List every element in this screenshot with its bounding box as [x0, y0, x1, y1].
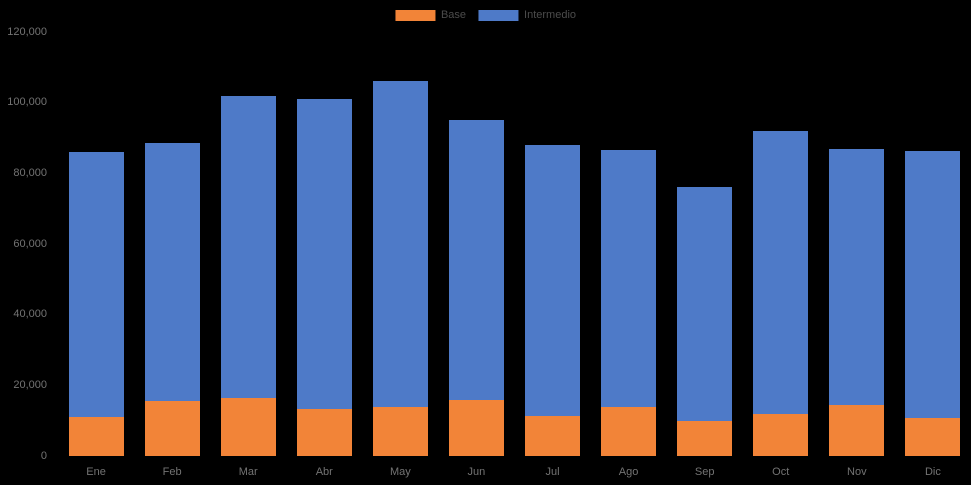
bar-segment-base	[220, 398, 276, 456]
plot-area	[58, 32, 971, 456]
bar-segment-base	[448, 400, 504, 456]
x-tick-label: Abr	[315, 466, 333, 478]
bar-slot	[895, 32, 971, 456]
x-axis: Ene Feb Mar Abr May Jun Jul Ago Sep Oct Nov Dic	[58, 466, 971, 479]
bar-slot	[819, 32, 895, 456]
bar-segment-base	[829, 404, 885, 456]
bar-slot	[286, 32, 362, 456]
x-tick-label: May	[389, 466, 411, 478]
x-tick-label: Feb	[162, 466, 182, 478]
x-tick-label: Nov	[847, 466, 867, 478]
y-tick-label: 40,000	[13, 308, 47, 321]
bar-slot	[743, 32, 819, 456]
legend-swatch-base	[394, 10, 435, 21]
bar-feb	[144, 143, 200, 456]
bar-segment-intermedio	[296, 99, 352, 410]
bar-slot	[667, 32, 743, 456]
bar-nov	[829, 148, 885, 456]
x-tick-label: Sep	[694, 466, 715, 478]
bar-mar	[220, 95, 276, 456]
bar-segment-base	[372, 407, 428, 456]
bar-segment-intermedio	[753, 130, 809, 414]
bar-slot	[514, 32, 590, 456]
bar-slot	[210, 32, 286, 456]
bar-jul	[525, 145, 580, 456]
y-tick-label: 120,000	[7, 25, 47, 38]
bar-segment-base	[905, 417, 961, 456]
x-tick-label: Ene	[86, 466, 106, 478]
bar-segment-intermedio	[677, 187, 733, 422]
x-tick-label: Dic	[924, 466, 941, 478]
bar-segment-base	[601, 406, 657, 456]
legend-label-base: Base	[440, 9, 467, 21]
bar-slot	[591, 32, 667, 456]
legend-item-intermedio: Intermedio	[478, 9, 576, 22]
bar-segment-base	[296, 409, 352, 456]
bar-slot	[134, 32, 210, 456]
bar-may	[372, 81, 428, 456]
x-tick-label: Ago	[618, 466, 639, 478]
y-tick-label: 20,000	[13, 378, 47, 391]
bar-segment-base	[144, 400, 200, 456]
x-tick-label: Oct	[772, 466, 790, 478]
bar-segment-intermedio	[220, 95, 276, 399]
bar-segment-intermedio	[448, 120, 504, 401]
bar-segment-intermedio	[372, 81, 428, 408]
bar-segment-intermedio	[144, 143, 200, 401]
bar-ene	[68, 152, 124, 456]
y-tick-label: 0	[40, 449, 47, 462]
bar-sep	[677, 187, 733, 456]
x-tick-label: Mar	[238, 466, 258, 478]
bar-dic	[905, 151, 961, 456]
x-tick-label: Jun	[467, 466, 486, 478]
bar-slot	[58, 32, 134, 456]
bar-segment-intermedio	[68, 152, 124, 418]
legend: Base Intermedio	[394, 9, 576, 22]
bar-ago	[601, 150, 657, 456]
legend-item-base: Base	[394, 9, 467, 22]
bar-segment-intermedio	[905, 151, 961, 418]
legend-swatch-intermedio	[478, 10, 519, 21]
bar-slot	[438, 32, 514, 456]
bar-segment-base	[677, 421, 733, 456]
y-tick-label: 100,000	[7, 96, 47, 109]
legend-label-intermedio: Intermedio	[524, 9, 577, 21]
bar-jun	[448, 120, 504, 456]
bar-segment-intermedio	[601, 150, 657, 407]
bar-segment-base	[525, 416, 580, 456]
y-tick-label: 80,000	[13, 166, 47, 179]
y-tick-label: 60,000	[13, 237, 47, 250]
bar-segment-intermedio	[829, 148, 885, 405]
bar-abr	[296, 99, 352, 456]
x-tick-label: Jul	[545, 466, 560, 478]
bar-segment-base	[68, 417, 124, 456]
y-axis: 0 20,000 40,000 60,000 80,000 100,000 120,000	[0, 0, 47, 485]
bar-segment-intermedio	[525, 145, 580, 417]
bar-slot	[362, 32, 438, 456]
bar-segment-base	[753, 413, 809, 456]
bar-oct	[753, 130, 809, 456]
